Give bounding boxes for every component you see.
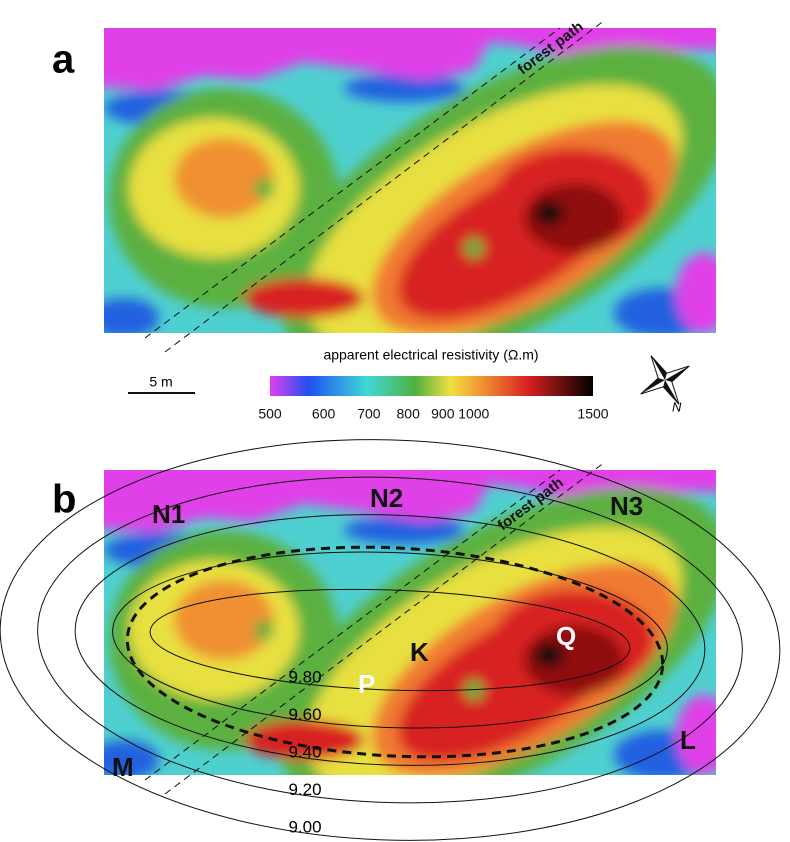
- resistivity-map: [84, 421, 781, 842]
- scale-label: 5 m: [149, 374, 172, 390]
- colorbar-tick-label: 900: [431, 406, 455, 422]
- colorbar-ticks: 500 600 700 800 900 1000 1500: [258, 406, 608, 422]
- site-label: P: [358, 669, 375, 699]
- colorbar-tick-label: 800: [397, 406, 421, 422]
- study-area: [125, 545, 665, 759]
- contour-label: 9.80: [288, 667, 321, 686]
- colorbar-tick-label: 1000: [458, 406, 489, 422]
- colorbar-title: apparent electrical resistivity (Ω.m): [323, 347, 538, 363]
- site-label: L: [680, 725, 696, 755]
- contour-labels: 9.80 9.60 9.40 9.20 9.00: [288, 667, 321, 836]
- contour-label: 9.60: [288, 705, 321, 724]
- site-label: Q: [556, 621, 576, 651]
- colorbar-tick-label: 1500: [577, 406, 608, 422]
- site-label: K: [410, 637, 429, 667]
- contour-line: [37, 476, 743, 804]
- colorbar-tick-label: 700: [357, 406, 381, 422]
- contour-label: 9.40: [288, 742, 321, 761]
- forest-path-lines: [144, 461, 606, 795]
- contour-label: 9.20: [288, 780, 321, 799]
- contour-line: [112, 551, 668, 729]
- site-label: N2: [370, 483, 403, 513]
- contours: [0, 439, 781, 841]
- contour-line: [74, 514, 706, 766]
- north-label: N: [672, 399, 682, 414]
- colorbar-tick-label: 600: [312, 406, 336, 422]
- colorbar-tick-label: 500: [258, 406, 282, 422]
- site-label: N3: [610, 491, 643, 521]
- site-label: M: [112, 752, 134, 782]
- contour-line: [149, 588, 631, 692]
- contour-line: [0, 439, 781, 841]
- north-arrow: [640, 355, 690, 405]
- forest-path-lines: [144, 19, 606, 353]
- site-label: N1: [152, 499, 185, 529]
- contour-label: 9.00: [288, 817, 321, 836]
- panel-label: a: [52, 38, 75, 82]
- colorbar: [270, 376, 593, 396]
- panel-label: b: [52, 478, 76, 522]
